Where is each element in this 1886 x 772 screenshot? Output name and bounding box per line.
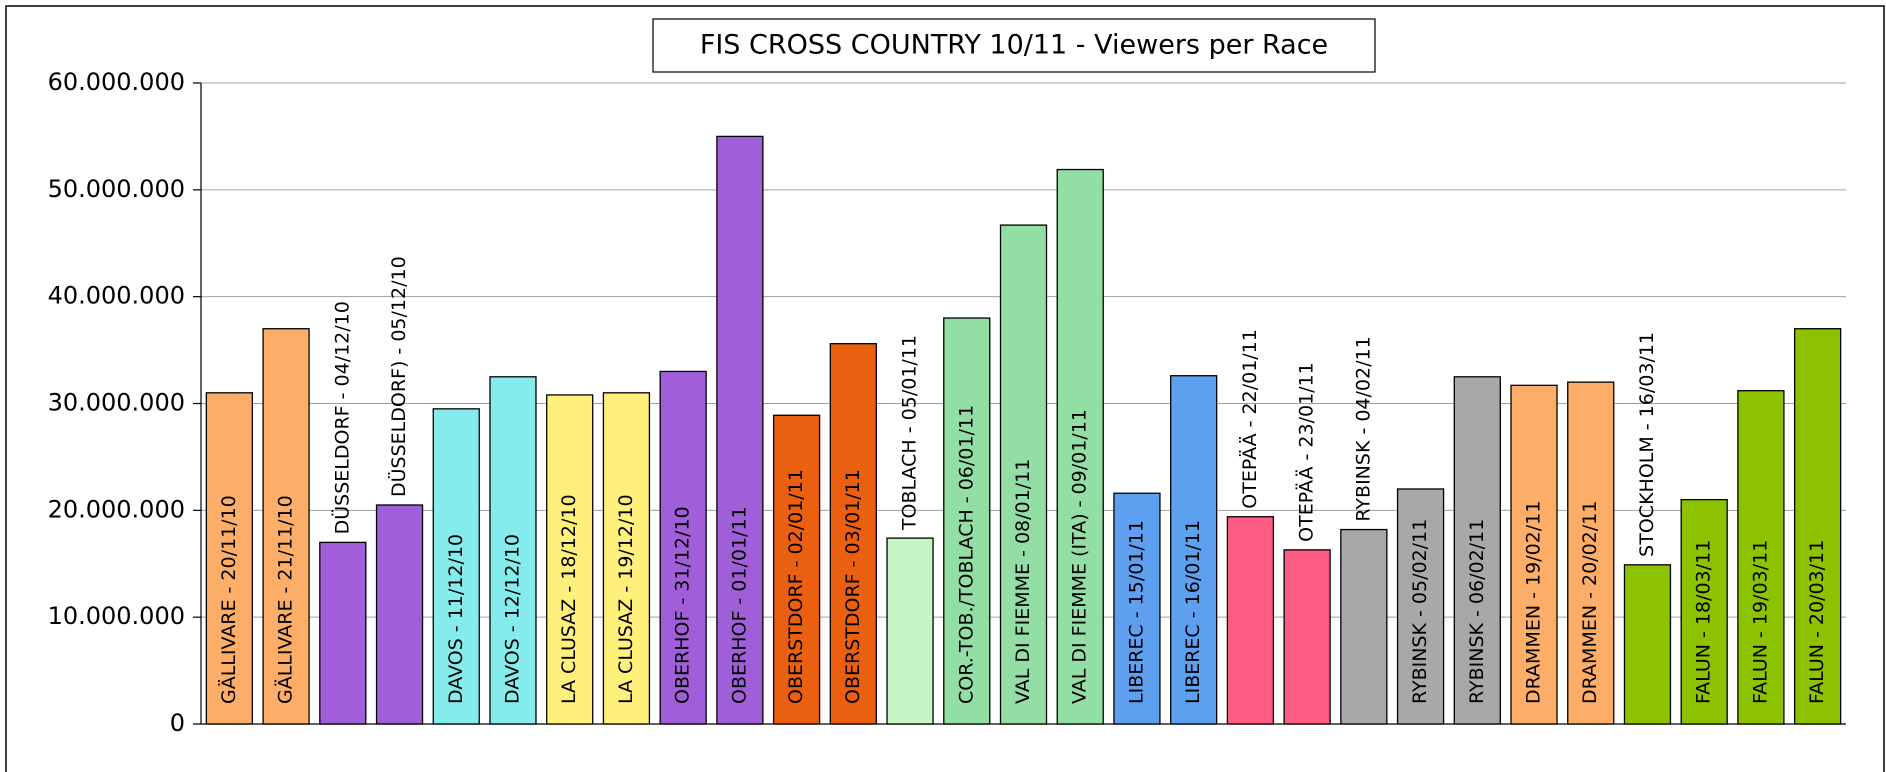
bar-label: DAVOS - 12/12/10 [501, 534, 523, 704]
bar-label: FALUN - 19/03/11 [1749, 540, 1771, 704]
bar [659, 370, 707, 725]
bar [716, 135, 764, 725]
bar [489, 376, 537, 725]
bar-label: TOBLACH - 05/01/11 [899, 335, 921, 531]
bar-label: VAL DI FIEMME (ITA) - 09/01/11 [1069, 409, 1091, 704]
bar [1737, 390, 1785, 725]
bar-label: DRAMMEN - 20/02/11 [1579, 501, 1601, 704]
y-tick-label: 50.000.000 [48, 175, 185, 203]
bar [432, 408, 480, 725]
bar [829, 343, 877, 725]
bar-label: GÄLLIVARE - 21/11/10 [274, 495, 297, 704]
bar [1567, 381, 1615, 725]
bar-label: COR.-TOB./TOBLACH - 06/01/11 [955, 405, 977, 704]
bar-label: FALUN - 18/03/11 [1693, 540, 1715, 704]
bar [943, 317, 991, 725]
bar-label: DÜSSELDORF - 04/12/10 [330, 301, 353, 534]
bar [319, 541, 367, 725]
bar [772, 414, 821, 725]
bar-label: OTEPÄÄ - 22/01/11 [1238, 329, 1261, 509]
bar-label: OTEPÄÄ - 23/01/11 [1295, 362, 1318, 542]
bar [1680, 498, 1728, 725]
bar [1793, 328, 1842, 725]
y-tick-label: 10.000.000 [48, 602, 185, 630]
bar [205, 392, 254, 725]
bar-label: GÄLLIVARE - 20/11/10 [217, 495, 240, 704]
bar-label: RYBINSK - 06/02/11 [1466, 519, 1488, 704]
bar [1340, 528, 1388, 725]
bar-label: OBERSTDORF - 02/01/11 [785, 469, 807, 704]
bar [546, 394, 594, 725]
bar [1170, 375, 1218, 725]
bar [375, 504, 424, 725]
y-tick-label: 30.000.000 [48, 389, 185, 417]
bar [1623, 564, 1672, 725]
chart-title: FIS CROSS COUNTRY 10/11 - Viewers per Ra… [700, 30, 1328, 61]
bar-label: VAL DI FIEMME - 08/01/11 [1012, 459, 1034, 704]
y-tick-label: 20.000.000 [48, 495, 185, 523]
bar-label: STOCKHOLM - 16/03/11 [1636, 332, 1658, 557]
y-tick-label: 60.000.000 [48, 68, 185, 96]
bar-label: LA CLUSAZ - 19/12/10 [615, 494, 637, 704]
bar [262, 328, 310, 725]
bar-label: LA CLUSAZ - 18/12/10 [558, 494, 580, 704]
bar-label: RYBINSK - 05/02/11 [1409, 519, 1431, 704]
bar [1226, 516, 1275, 725]
bar-label: OBERHOF - 01/01/11 [728, 506, 750, 704]
title-box [652, 18, 1376, 73]
bar [1056, 168, 1104, 725]
bar [602, 392, 651, 725]
bar [1453, 376, 1501, 725]
bar-label: FALUN - 20/03/11 [1806, 540, 1828, 704]
bar-label: DAVOS - 11/12/10 [445, 534, 467, 704]
frame [5, 5, 1885, 772]
bar-label: LIBEREC - 16/01/11 [1182, 520, 1204, 704]
bar-label: OBERSTDORF - 03/01/11 [842, 469, 864, 704]
y-tick-label: 40.000.000 [48, 282, 185, 310]
bar-label: DRAMMEN - 19/02/11 [1523, 501, 1545, 704]
bar-label: RYBINSK - 04/02/11 [1352, 336, 1374, 521]
bar-label: DÜSSELDORF) - 05/12/10 [387, 256, 410, 497]
bar [1283, 549, 1331, 725]
bar-label: OBERHOF - 31/12/10 [672, 506, 694, 704]
bar [886, 537, 934, 725]
bar [999, 224, 1048, 725]
bar-label: LIBEREC - 15/01/11 [1125, 520, 1147, 704]
bar [1396, 488, 1445, 725]
bar [1510, 384, 1558, 725]
bar [1113, 492, 1161, 725]
y-tick-label: 0 [170, 709, 185, 737]
